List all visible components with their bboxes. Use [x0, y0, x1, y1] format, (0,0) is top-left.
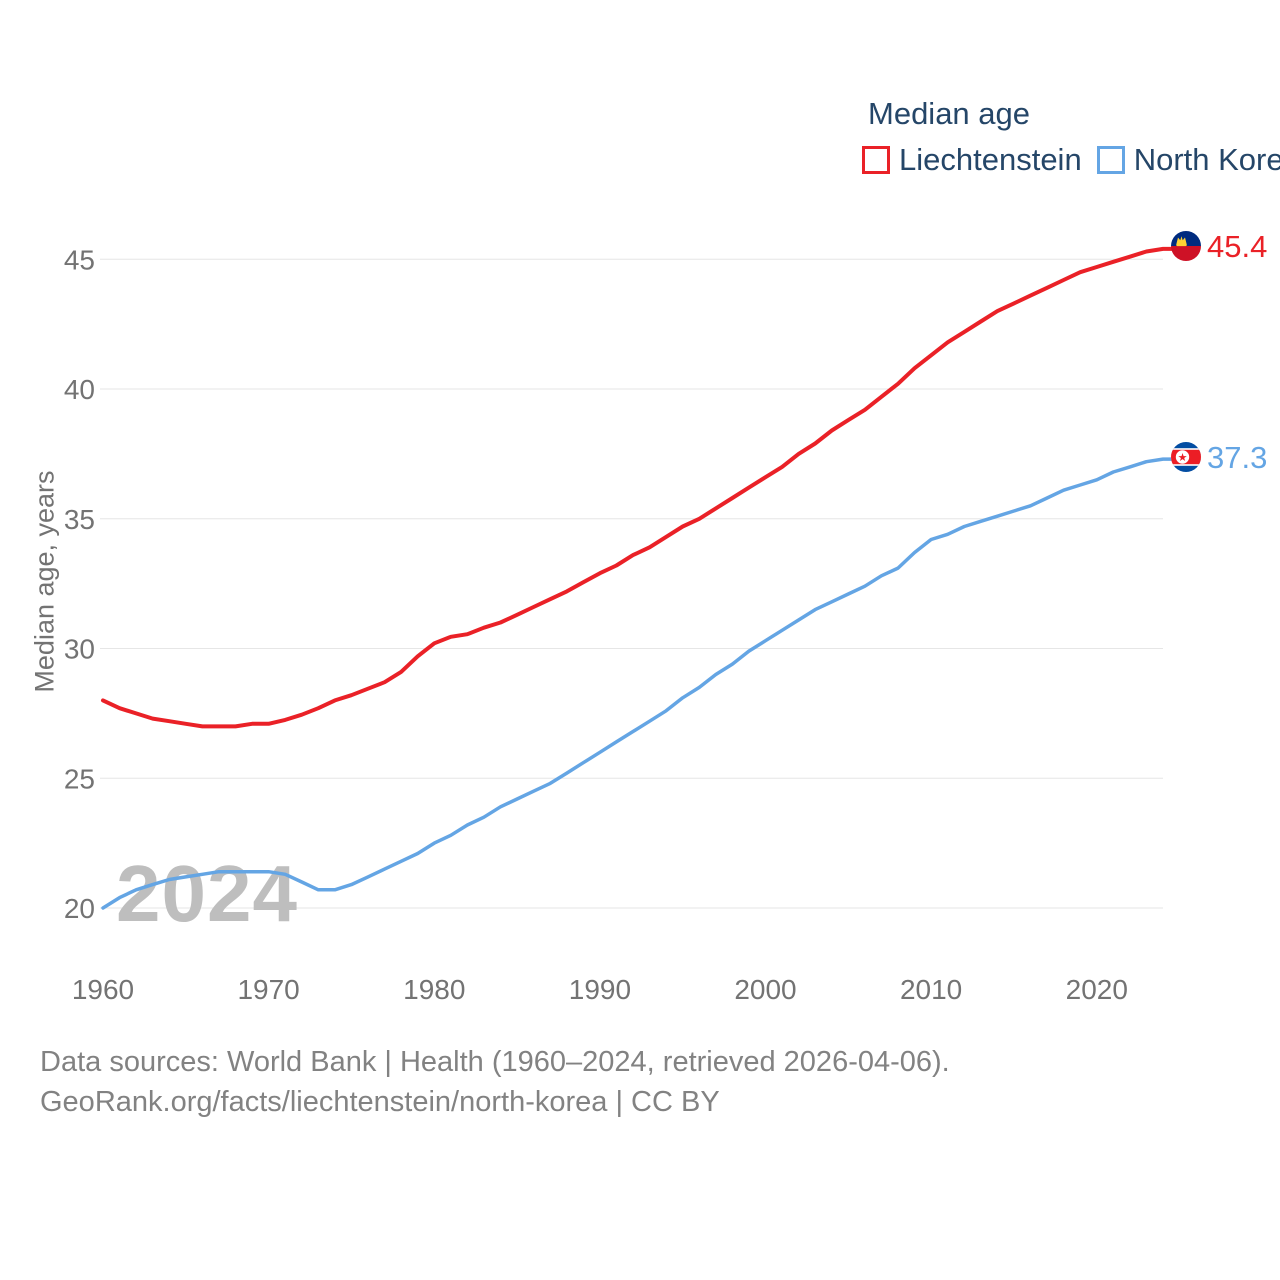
axis-tick-labels: 20 25 30 35 40 45 1960 1970 1980 1990 2000 2010 2020 — [64, 244, 1128, 1005]
north-korea-value-label: 37.3 — [1207, 440, 1267, 475]
star-icon: ★ — [1178, 451, 1188, 464]
footer-data-sources: Data sources: World Bank | Health (1960–… — [40, 1046, 950, 1078]
liechtenstein-swatch-icon — [862, 146, 890, 174]
y-tick-label: 45 — [64, 244, 95, 275]
liechtenstein-flag-icon — [1171, 231, 1201, 261]
legend-row: Liechtenstein North Korea — [862, 142, 1280, 178]
watermark: 2024 — [116, 849, 298, 938]
legend-item-liechtenstein[interactable]: Liechtenstein — [862, 142, 1082, 178]
y-tick-label: 20 — [64, 893, 95, 924]
x-tick-label: 2000 — [734, 974, 796, 1005]
x-tick-label: 1970 — [237, 974, 299, 1005]
x-tick-label: 2010 — [900, 974, 962, 1005]
y-axis-title: Median age, years — [29, 470, 60, 693]
series-lines — [101, 246, 1180, 910]
crown-icon — [1176, 236, 1187, 244]
legend: Median age Liechtenstein North Korea — [862, 96, 1280, 178]
x-tick-label: 1960 — [72, 974, 134, 1005]
x-tick-label: 1980 — [403, 974, 465, 1005]
gridlines — [100, 258, 1163, 909]
y-tick-label: 30 — [64, 634, 95, 665]
legend-item-label: Liechtenstein — [899, 142, 1082, 177]
north-korea-swatch-icon — [1096, 146, 1125, 174]
north-korea-flag-icon: ★ — [1171, 442, 1201, 472]
footer-attribution: GeoRank.org/facts/liechtenstein/north-ko… — [40, 1086, 720, 1118]
y-tick-label: 25 — [64, 763, 95, 794]
legend-item-north-korea[interactable]: North Korea — [1096, 142, 1280, 178]
legend-item-label: North Korea — [1133, 142, 1280, 177]
series-line-north-korea[interactable] — [101, 457, 1180, 910]
x-tick-label: 1990 — [569, 974, 631, 1005]
series-line-liechtenstein[interactable] — [101, 246, 1180, 729]
liechtenstein-value-label: 45.4 — [1207, 229, 1267, 264]
y-tick-label: 40 — [64, 374, 95, 405]
legend-title: Median age — [868, 96, 1031, 131]
chart-footer: Data sources: World Bank | Health (1960–… — [40, 1042, 950, 1122]
y-tick-label: 35 — [64, 504, 95, 535]
x-tick-label: 2020 — [1066, 974, 1128, 1005]
